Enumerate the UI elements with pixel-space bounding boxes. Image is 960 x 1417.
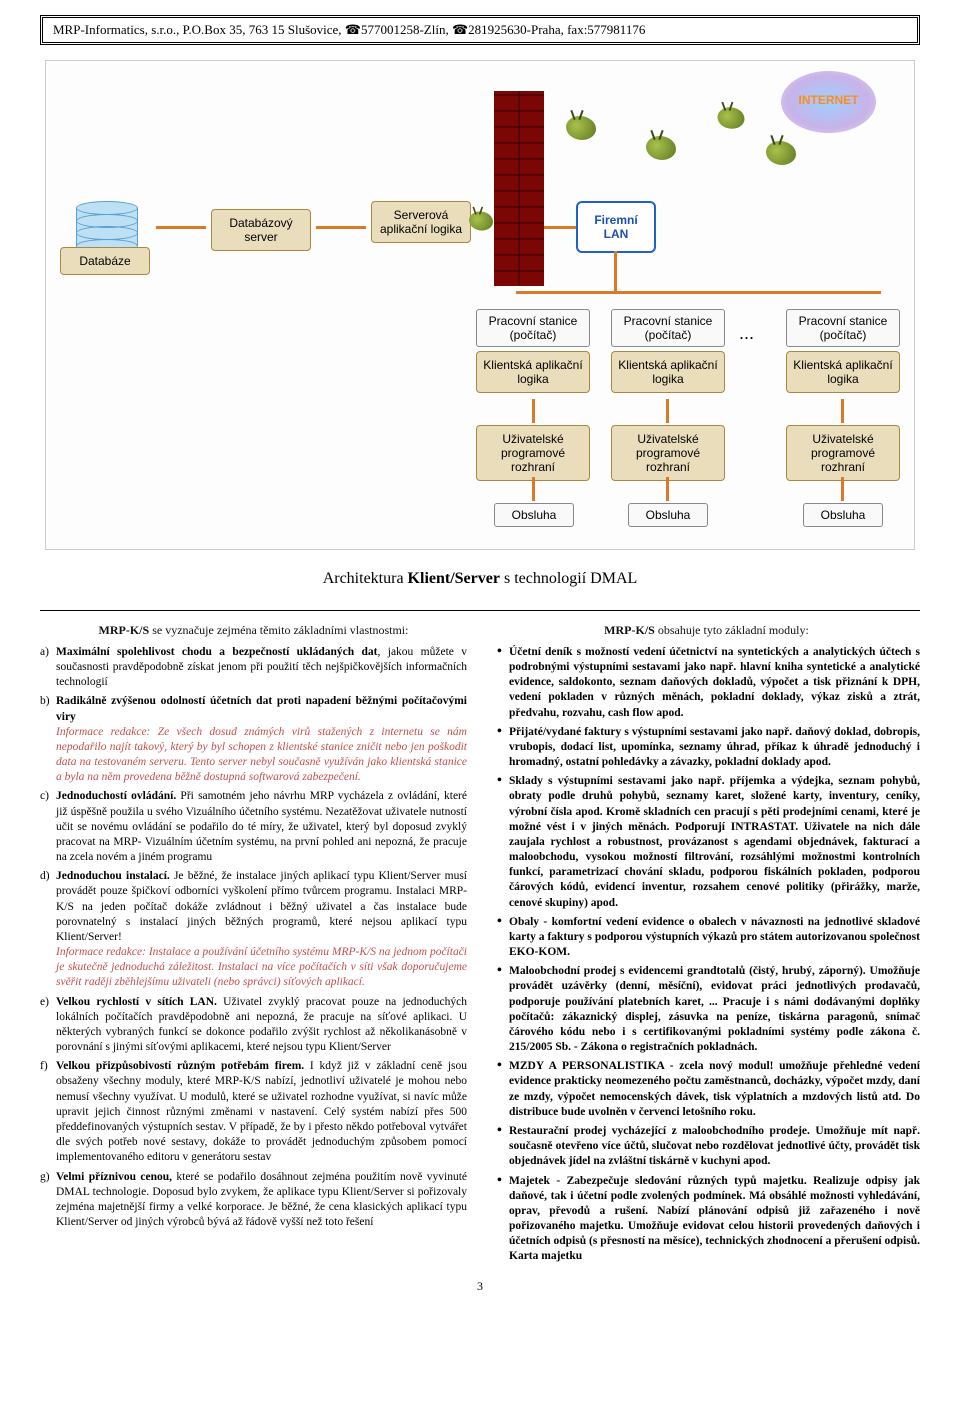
- module-item: Majetek - Zabezpečuje sledování různých …: [493, 1174, 920, 1265]
- module-item: Sklady s výstupními sestavami jako např.…: [493, 774, 920, 911]
- arrow-icon: [516, 291, 881, 294]
- ui-node: Uživatelské programové rozhraní: [786, 425, 900, 481]
- feature-item: Jednoduchou instalací. Je běžné, že inst…: [40, 869, 467, 990]
- dbserver-node: Databázový server: [211, 209, 311, 251]
- virus-icon: [646, 136, 676, 160]
- arrow-icon: [156, 226, 206, 229]
- feature-item: Maximální spolehlivost chodu a bezpečnos…: [40, 645, 467, 691]
- module-item: Maloobchodní prodej s evidencemi grandto…: [493, 964, 920, 1055]
- obsluha-node: Obsluha: [803, 503, 883, 527]
- workstation-node: Pracovní stanice (počítač): [611, 309, 725, 347]
- virus-icon: [766, 141, 796, 165]
- virus-icon: [718, 107, 745, 129]
- arrow-icon: [532, 477, 535, 501]
- diagram-caption: Architektura Klient/Server s technologií…: [40, 570, 920, 588]
- feature-item: Velmi příznivou cenou, které se podařilo…: [40, 1170, 467, 1231]
- module-item: Obaly - komfortní vedení evidence o obal…: [493, 915, 920, 961]
- workstation-node: Pracovní stanice (počítač): [476, 309, 590, 347]
- clientlogic-node: Klientská aplikační logika: [476, 351, 590, 393]
- virus-icon: [469, 211, 493, 230]
- feature-item: Jednoduchostí ovládání. Při samotném jeh…: [40, 789, 467, 865]
- feature-item: Radikálně zvýšenou odolností účetních da…: [40, 694, 467, 785]
- module-item: Přijaté/vydané faktury s výstupními sest…: [493, 725, 920, 771]
- arrow-icon: [614, 251, 617, 293]
- arrow-icon: [666, 399, 669, 423]
- serverlogic-node: Serverová aplikační logika: [371, 201, 471, 243]
- internet-globe-icon: [781, 71, 876, 133]
- arrow-icon: [841, 399, 844, 423]
- ui-node: Uživatelské programové rozhraní: [476, 425, 590, 481]
- feature-item: Velkou rychlostí v sítích LAN. Uživatel …: [40, 995, 467, 1056]
- left-title: MRP-K/S se vyznačuje zejména těmito zákl…: [40, 623, 467, 639]
- arrow-icon: [666, 477, 669, 501]
- firewall-icon: [494, 91, 544, 286]
- divider: [40, 610, 920, 611]
- workstation-node: Pracovní stanice (počítač): [786, 309, 900, 347]
- arrow-icon: [532, 399, 535, 423]
- module-item: MZDY A PERSONALISTIKA - zcela nový modul…: [493, 1059, 920, 1120]
- arrow-icon: [841, 477, 844, 501]
- left-column: MRP-K/S se vyznačuje zejména těmito zákl…: [40, 623, 467, 1269]
- obsluha-node: Obsluha: [628, 503, 708, 527]
- page-header: MRP-Informatics, s.r.o., P.O.Box 35, 763…: [40, 15, 920, 45]
- clientlogic-node: Klientská aplikační logika: [786, 351, 900, 393]
- architecture-diagram: Databáze Databázový server Serverová apl…: [45, 60, 915, 550]
- page-number: 3: [40, 1279, 920, 1294]
- features-list: Maximální spolehlivost chodu a bezpečnos…: [40, 645, 467, 1230]
- feature-item: Velkou přizpůsobivostí různým potřebám f…: [40, 1059, 467, 1165]
- lan-node: Firemní LAN: [576, 201, 656, 253]
- module-item: Účetní deník s možností vedení účetnictv…: [493, 645, 920, 721]
- right-title: MRP-K/S obsahuje tyto základní moduly:: [493, 623, 920, 639]
- ellipsis: ...: [739, 323, 754, 344]
- ui-node: Uživatelské programové rozhraní: [611, 425, 725, 481]
- obsluha-node: Obsluha: [494, 503, 574, 527]
- clientlogic-node: Klientská aplikační logika: [611, 351, 725, 393]
- modules-list: Účetní deník s možností vedení účetnictv…: [493, 645, 920, 1265]
- arrow-icon: [544, 226, 576, 229]
- module-item: Restaurační prodej vycházející z maloobc…: [493, 1124, 920, 1170]
- virus-icon: [566, 116, 596, 140]
- arrow-icon: [316, 226, 366, 229]
- right-column: MRP-K/S obsahuje tyto základní moduly: Ú…: [493, 623, 920, 1269]
- db-label: Databáze: [60, 247, 150, 275]
- header-text: MRP-Informatics, s.r.o., P.O.Box 35, 763…: [53, 22, 645, 37]
